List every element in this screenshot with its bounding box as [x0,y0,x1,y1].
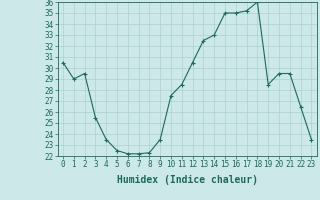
X-axis label: Humidex (Indice chaleur): Humidex (Indice chaleur) [117,175,258,185]
